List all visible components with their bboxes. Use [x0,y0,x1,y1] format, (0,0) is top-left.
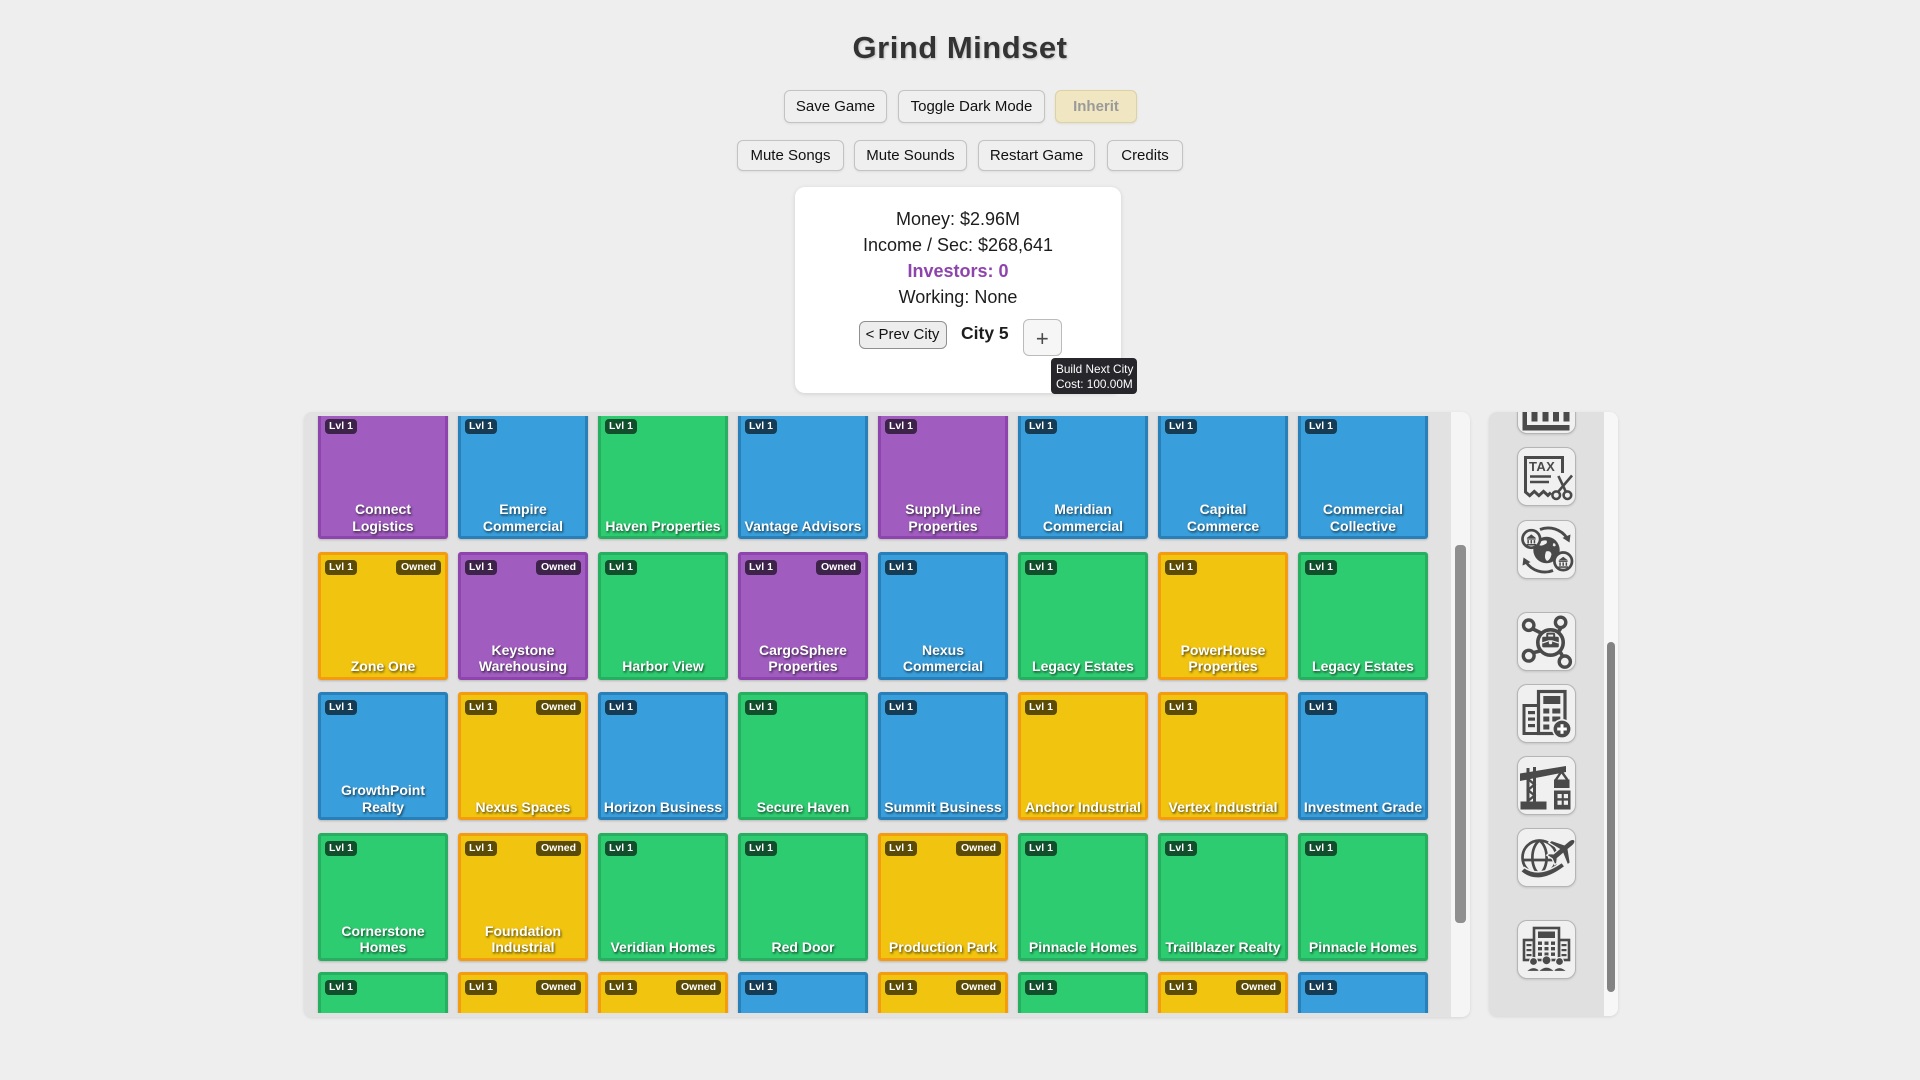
svg-text:TAX: TAX [1529,459,1555,474]
